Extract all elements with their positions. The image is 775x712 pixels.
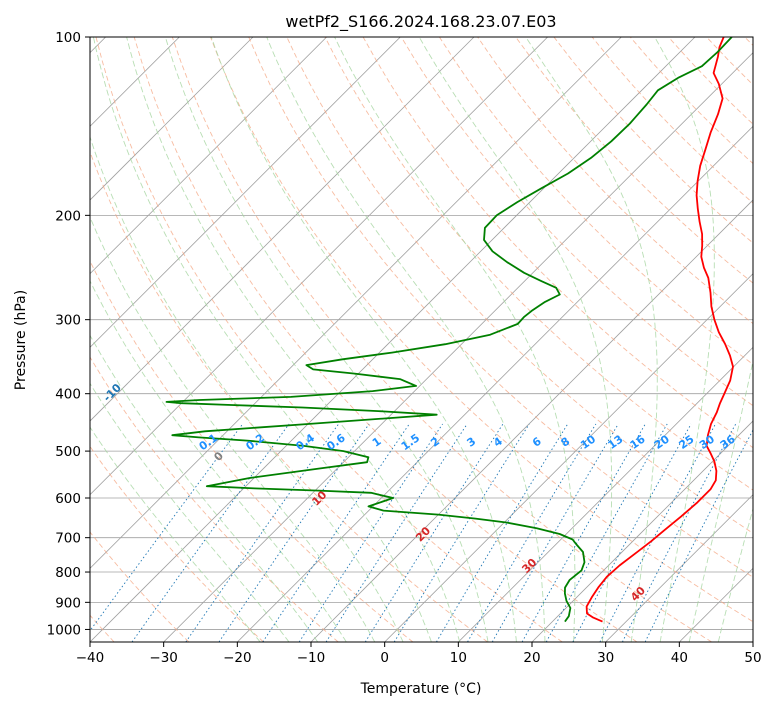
x-tick-label: −40 xyxy=(76,650,105,666)
y-tick-label: 1000 xyxy=(47,622,81,638)
y-tick-label: 400 xyxy=(55,387,81,403)
chart-title: wetPf2_S166.2024.168.23.07.E03 xyxy=(285,12,556,32)
x-axis-label: Temperature (°C) xyxy=(360,681,482,697)
y-tick-label: 700 xyxy=(55,531,81,547)
x-tick-label: 50 xyxy=(744,650,761,666)
y-tick-label: 600 xyxy=(55,491,81,507)
x-tick-label: 0 xyxy=(380,650,389,666)
x-tick-label: 20 xyxy=(523,650,540,666)
x-tick-label: 10 xyxy=(450,650,467,666)
y-tick-label: 200 xyxy=(55,208,81,224)
y-tick-label: 500 xyxy=(55,444,81,460)
x-tick-label: −30 xyxy=(149,650,178,666)
y-tick-label: 100 xyxy=(55,30,81,46)
y-axis-label: Pressure (hPa) xyxy=(13,290,29,390)
x-tick-label: −10 xyxy=(297,650,326,666)
x-tick-label: −20 xyxy=(223,650,252,666)
x-tick-label: 30 xyxy=(597,650,614,666)
x-tick-label: 40 xyxy=(671,650,688,666)
y-tick-label: 300 xyxy=(55,313,81,329)
y-tick-label: 800 xyxy=(55,565,81,581)
y-tick-label: 900 xyxy=(55,595,81,611)
